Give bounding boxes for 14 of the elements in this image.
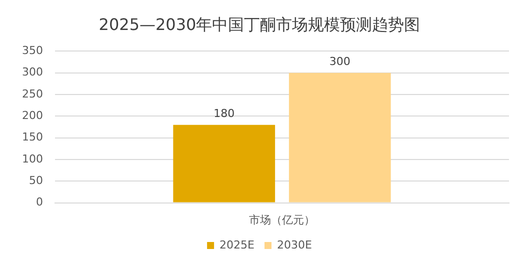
y-tick-label: 250 — [22, 87, 43, 100]
data-label: 180 — [214, 107, 235, 120]
y-tick-label: 350 — [22, 44, 43, 58]
y-tick-label: 50 — [28, 174, 43, 187]
x-tick-label: 市场（亿元） — [249, 213, 315, 226]
y-tick-label: 0 — [36, 196, 43, 209]
y-tick-label: 200 — [22, 109, 43, 122]
data-label: 300 — [329, 55, 350, 68]
y-tick-label: 100 — [22, 152, 43, 166]
chart-title: 2025—2030年中国丁酮市场规模预测趋势图 — [98, 14, 420, 34]
legend-label: 2030E — [277, 238, 312, 252]
y-tick-label: 300 — [22, 66, 43, 79]
legend-label: 2025E — [220, 238, 255, 252]
y-tick-label: 150 — [22, 130, 43, 144]
